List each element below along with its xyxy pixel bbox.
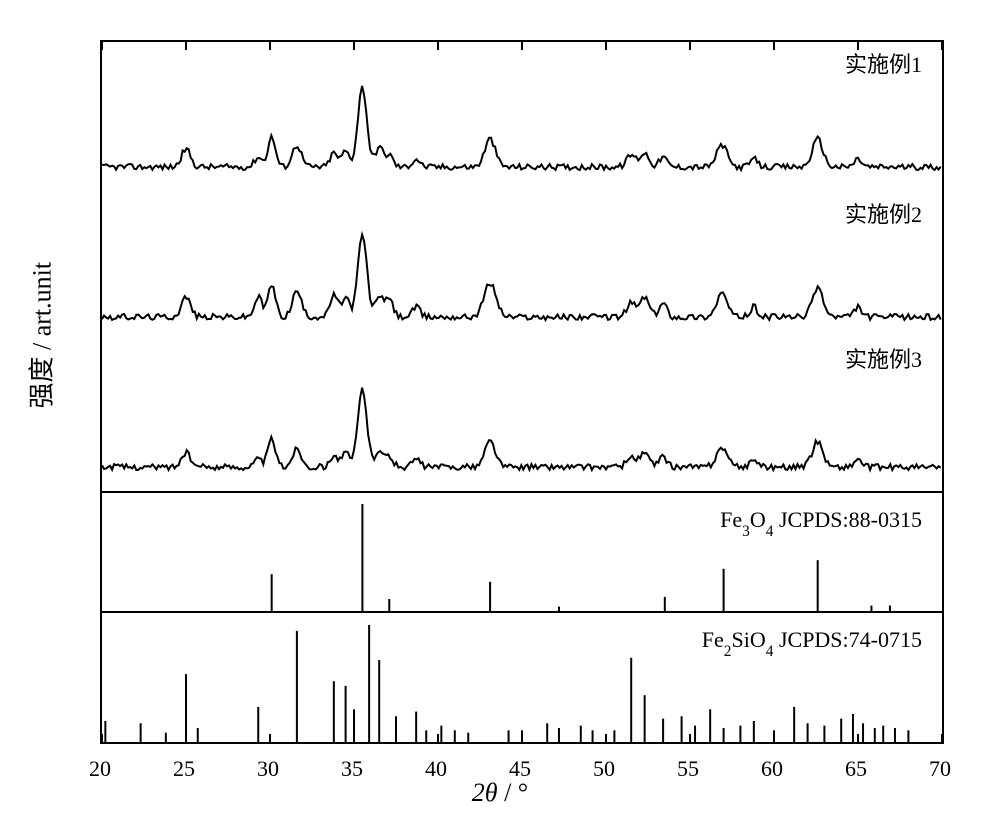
spectrum-label-1: 实施例1 [845,52,922,77]
x-axis-label: 2θ / ° [472,778,528,808]
x-tick-label: 40 [425,756,447,782]
spectrum-1 [102,86,941,170]
spectrum-label-3: 实施例3 [845,347,922,372]
x-tick-label: 70 [929,756,951,782]
x-tick-label: 20 [89,756,111,782]
plot-svg: 实施例1 实施例2 实施例3 Fe3O4 JCPDS:88-0315 Fe2SiO4 J… [102,42,942,742]
x-label-unit: / ° [504,778,528,807]
y-axis-label: 强度 / art.unit [22,262,59,409]
x-tick-label: 35 [341,756,363,782]
x-tick-label: 65 [845,756,867,782]
reference-label-2: Fe2SiO4 JCPDS:74-0715 [702,627,922,660]
spectrum-3 [102,388,941,470]
xrd-chart: 强度 / art.unit 实施例1 实施例2 实施例3 Fe3O4 JCPDS:88… [20,20,980,808]
x-tick-label: 25 [173,756,195,782]
x-tick-label: 50 [593,756,615,782]
reference-label-1: Fe3O4 JCPDS:88-0315 [720,507,922,540]
x-tick-label: 30 [257,756,279,782]
x-axis-ticks: 2025303540455055606570 [100,756,940,776]
x-tick-label: 55 [677,756,699,782]
spectrum-label-2: 实施例2 [845,202,922,227]
x-tick-label: 60 [761,756,783,782]
spectrum-2 [102,235,941,320]
plot-area: 实施例1 实施例2 实施例3 Fe3O4 JCPDS:88-0315 Fe2SiO4 J… [100,40,944,744]
x-label-symbol: 2θ [472,778,498,807]
